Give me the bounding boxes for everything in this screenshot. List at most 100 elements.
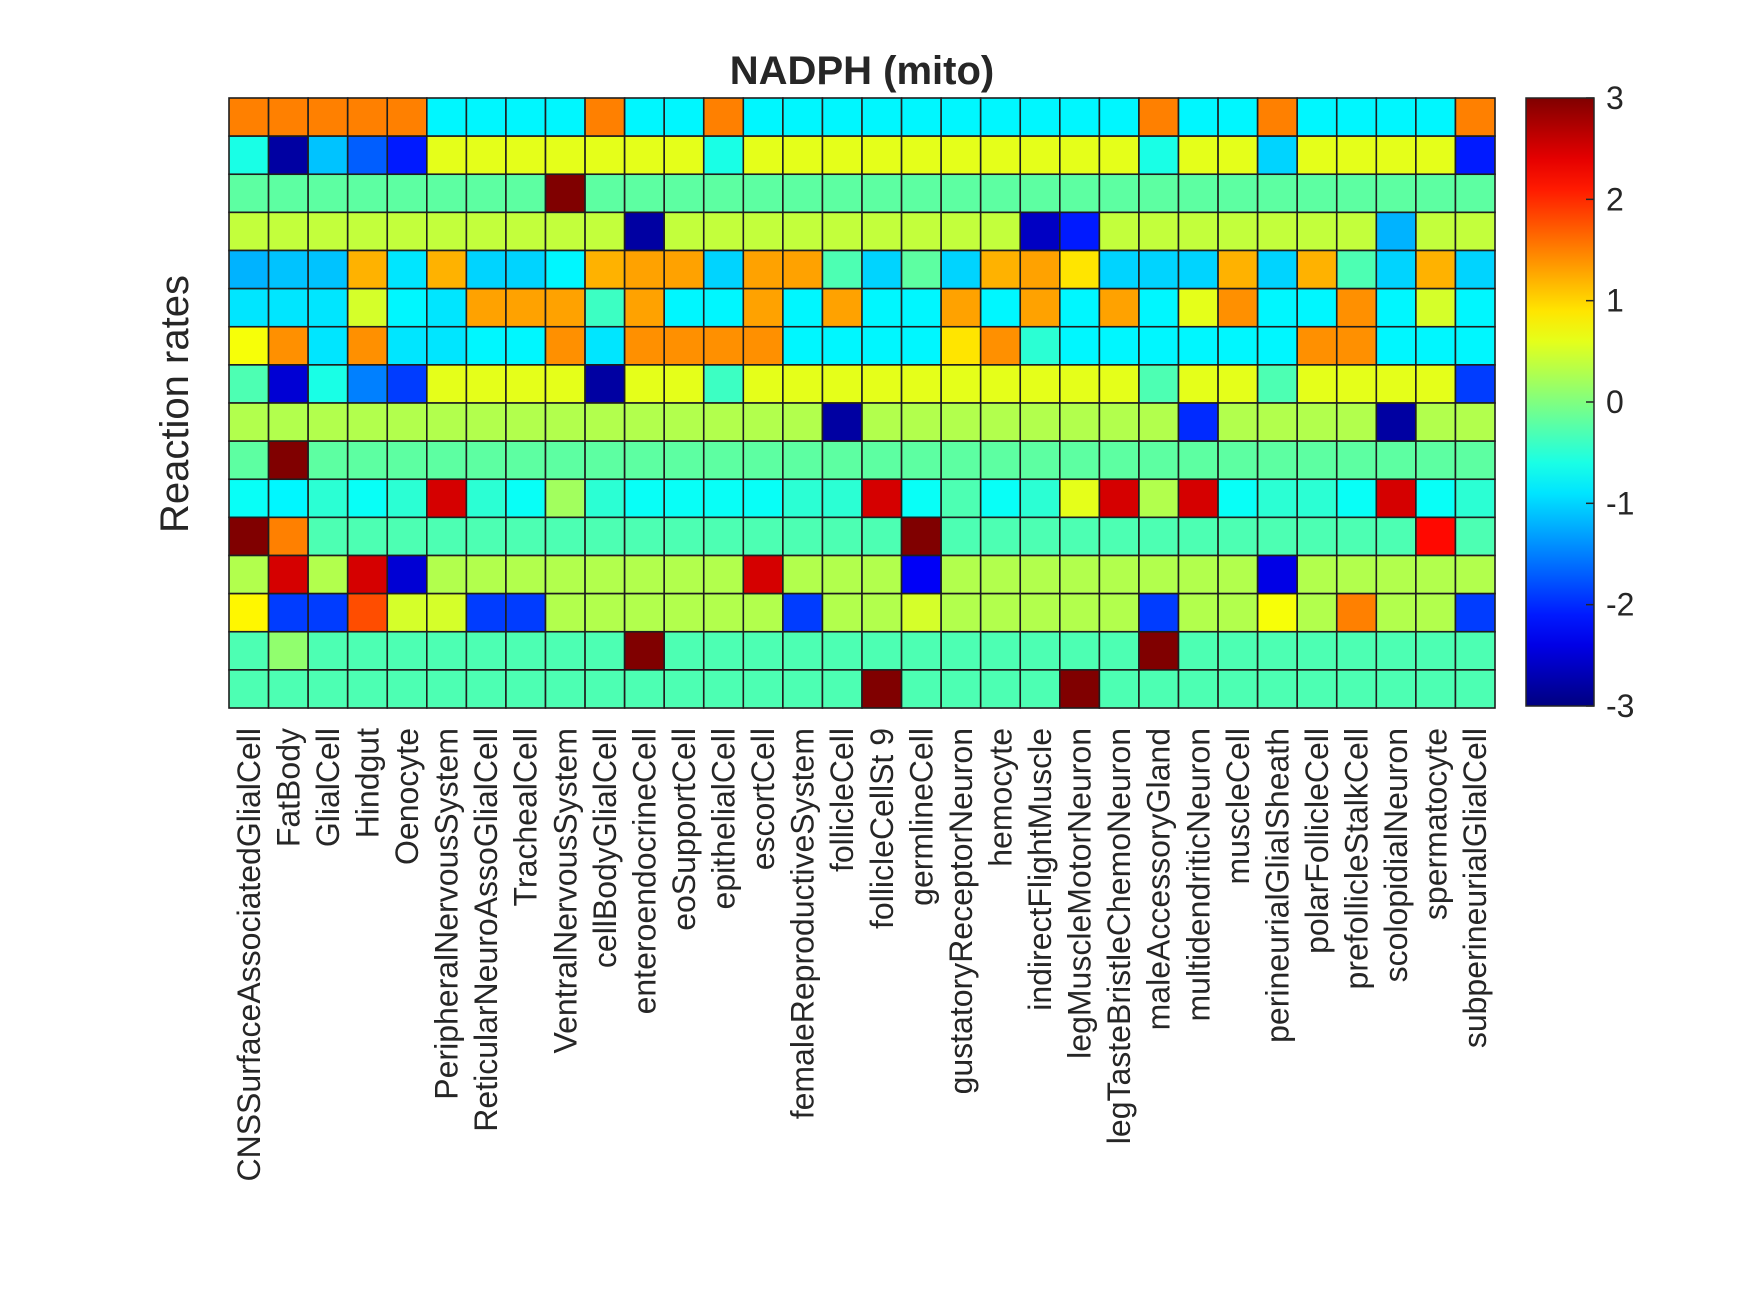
heatmap-cell [979,402,1022,442]
heatmap-cell [702,402,745,442]
heatmap-cell [1098,249,1140,290]
colorbar-tick-label: -3 [1606,688,1634,724]
heatmap-cell [1217,211,1259,252]
heatmap-cell [584,402,626,442]
heatmap-cell [900,516,942,557]
heatmap-cell [505,211,547,252]
heatmap-cell [623,325,665,366]
heatmap-cell [1335,364,1378,404]
heatmap-cell [346,249,389,290]
heatmap-cell [1177,211,1219,252]
heatmap-cell [742,97,784,137]
heatmap-cell [702,211,745,252]
heatmap-cell [505,630,547,671]
heatmap-cell [584,592,626,633]
heatmap-cell [1256,478,1298,519]
heatmap-cell [1019,211,1061,252]
heatmap-cell [426,669,468,709]
heatmap-cell [1256,402,1298,442]
heatmap-cell [267,211,309,252]
heatmap-cell [228,364,270,404]
heatmap-cell [1177,440,1219,481]
heatmap-cell [1454,135,1496,176]
heatmap-cell [1019,669,1061,709]
heatmap-cell [1138,325,1180,366]
heatmap-cell [1375,630,1417,671]
heatmap-cell [228,630,270,671]
heatmap-cell [821,630,863,671]
heatmap-cell [228,211,270,252]
heatmap-cell [1335,402,1378,442]
heatmap-cell [623,249,665,290]
heatmap-cell [1019,440,1061,481]
heatmap-cell [900,287,942,328]
heatmap-cell [1138,211,1180,252]
x-tick-label: scolopidialNeuron [1378,728,1414,982]
heatmap-cell [1335,516,1378,557]
heatmap-cell [386,211,428,252]
heatmap-cell [307,173,349,214]
heatmap-cell [228,325,270,366]
heatmap-cell [782,440,824,481]
heatmap-cell [1296,249,1338,290]
heatmap-cell [1019,325,1061,366]
x-tick-label: muscleCell [1220,728,1256,884]
colorbar-tick-label: 0 [1606,384,1624,420]
heatmap-cell [228,173,270,214]
heatmap-cell [228,97,270,137]
heatmap-cell [465,211,507,252]
heatmap-cell [979,211,1022,252]
heatmap-cell [307,669,349,709]
heatmap-cell [307,364,349,404]
x-tick-label: legTasteBristleChemoNeuron [1101,728,1137,1144]
heatmap-cell [1019,97,1061,137]
heatmap-cell [346,211,389,252]
heatmap-cell [742,440,784,481]
heatmap-cell [742,211,784,252]
heatmap-cell [505,287,547,328]
heatmap-cell [979,669,1022,709]
heatmap-cell [1296,440,1338,481]
heatmap-cell [1177,592,1219,633]
heatmap-cell [584,287,626,328]
heatmap-cell [1059,287,1101,328]
heatmap-cell [940,516,982,557]
heatmap-cell [663,440,705,481]
heatmap-cell [979,249,1022,290]
heatmap-cell [861,402,903,442]
heatmap-cell [307,211,349,252]
heatmap-cell [1296,516,1338,557]
heatmap-cell [307,516,349,557]
heatmap-cell [426,173,468,214]
heatmap-cell [861,249,903,290]
heatmap-cell [742,173,784,214]
heatmap-cell [1177,287,1219,328]
heatmap-cell [1019,478,1061,519]
heatmap-cell [1415,287,1457,328]
heatmap-cell [1098,325,1140,366]
heatmap-cell [1098,478,1140,519]
heatmap-cell [940,135,982,176]
colorbar-tick-label: -2 [1606,587,1634,623]
heatmap-cell [1454,173,1496,214]
heatmap-cell [979,97,1022,137]
heatmap-cell [307,135,349,176]
heatmap-cell [782,402,824,442]
heatmap-cell [1098,554,1140,595]
heatmap-cell [821,516,863,557]
heatmap-cell [505,325,547,366]
heatmap-cell [267,440,309,481]
heatmap-cell [426,97,468,137]
heatmap-cell [465,516,507,557]
heatmap-cell [307,592,349,633]
heatmap-cell [979,287,1022,328]
x-tick-label: Oenocyte [389,728,425,865]
heatmap-cell [861,135,903,176]
heatmap-cell [900,173,942,214]
heatmap-cell [1335,287,1378,328]
heatmap-cell [900,440,942,481]
heatmap-cell [1138,516,1180,557]
heatmap-cell [1375,97,1417,137]
heatmap-cell [386,516,428,557]
heatmap-cell [1019,135,1061,176]
